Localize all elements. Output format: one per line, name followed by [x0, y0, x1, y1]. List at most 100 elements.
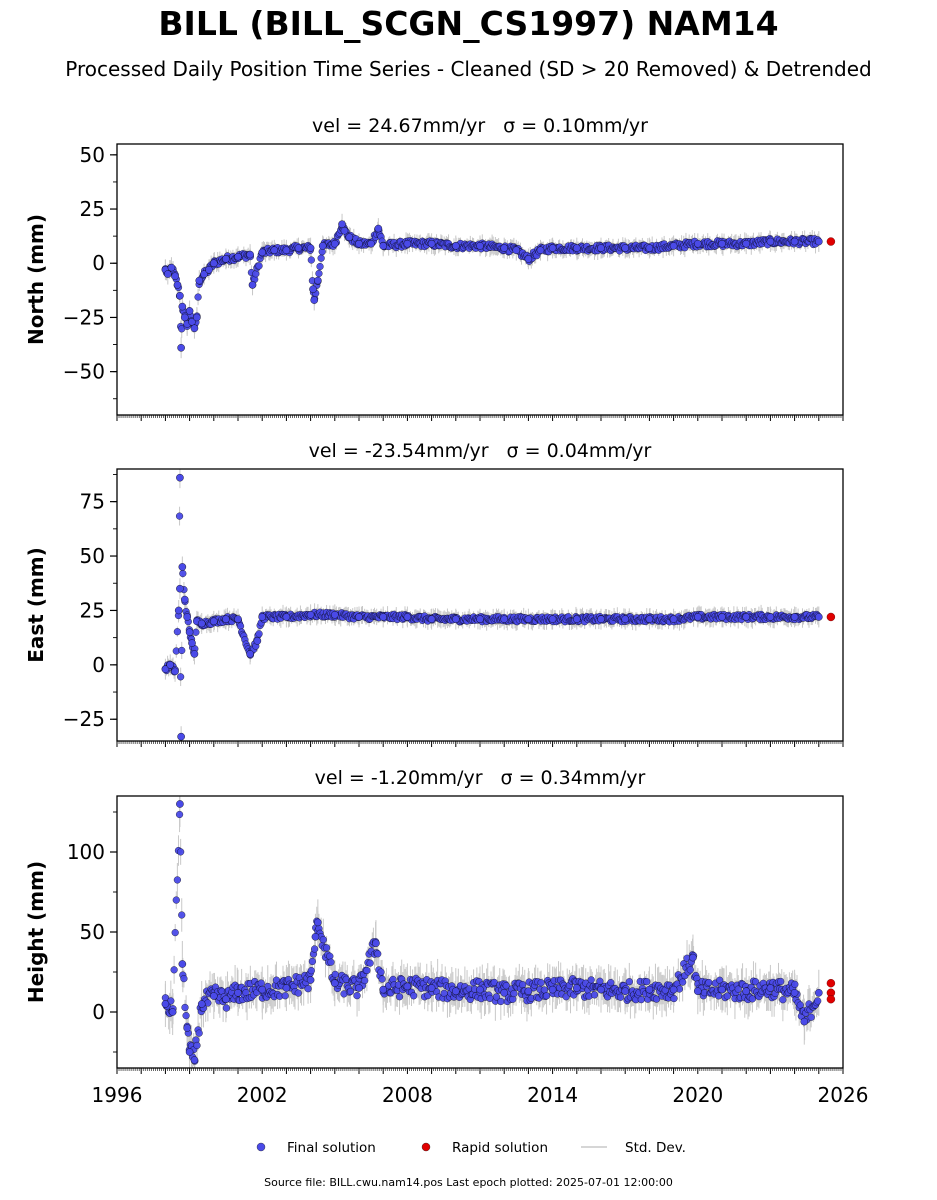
velocity-annotation-north: vel = 24.67mm/yr σ = 0.10mm/yr — [312, 115, 648, 137]
y-tick-label: 25 — [80, 598, 105, 622]
final-solution-point — [175, 810, 184, 819]
final-solution-point — [779, 996, 787, 1004]
final-solution-point — [355, 239, 363, 248]
final-solution-point — [253, 637, 262, 645]
final-solution-point — [379, 242, 388, 250]
final-solution-point — [718, 985, 726, 994]
final-solution-point — [314, 276, 322, 285]
final-solution-point — [669, 615, 678, 623]
final-solution-point — [310, 296, 319, 304]
final-solution-point — [815, 237, 823, 246]
final-solution-point — [209, 259, 218, 268]
final-solution-point — [395, 993, 404, 1001]
final-solution-point — [281, 992, 289, 1000]
final-solution-point — [403, 982, 412, 991]
final-solution-point — [200, 270, 208, 278]
final-solution-point — [178, 960, 187, 968]
final-solution-point — [403, 613, 412, 621]
final-solution-point — [177, 848, 185, 856]
final-solution-point — [176, 584, 184, 593]
y-tick-label: −25 — [63, 305, 105, 329]
final-solution-point — [451, 615, 460, 623]
final-solution-point — [597, 244, 605, 252]
final-solution-point — [294, 989, 302, 997]
velocity-value: vel = 24.67mm/yr — [312, 115, 485, 137]
final-solution-point — [330, 239, 339, 248]
y-tick-label: 50 — [80, 143, 105, 167]
final-solution-point — [178, 646, 186, 655]
final-solution-point — [815, 613, 823, 621]
final-solution-point — [492, 993, 501, 1001]
final-solution-point — [374, 950, 382, 958]
final-solution-point — [177, 673, 185, 681]
final-solution-point — [181, 1003, 189, 1012]
final-solution-point — [374, 224, 383, 233]
panel-north — [110, 143, 844, 421]
final-solution-point — [178, 563, 187, 571]
final-solution-point — [621, 244, 630, 252]
final-solution-point — [597, 985, 605, 994]
final-solution-point — [669, 242, 678, 250]
final-solution-point — [686, 966, 694, 974]
final-solution-point — [311, 945, 319, 953]
final-solution-point — [309, 285, 317, 294]
y-axis-label-east: East (mm) — [24, 547, 48, 663]
final-solution-point — [694, 613, 702, 621]
panel-frame-east — [116, 468, 844, 742]
final-solution-point — [500, 615, 509, 623]
final-solution-point — [197, 619, 206, 628]
final-solution-point — [180, 595, 189, 604]
final-solution-point — [587, 976, 595, 984]
velocity-value: vel = -23.54mm/yr — [309, 440, 489, 462]
final-solution-point — [171, 272, 179, 281]
final-solution-point — [177, 343, 185, 352]
final-solution-point — [331, 970, 339, 978]
final-solution-point — [548, 615, 557, 623]
final-solution-point — [270, 246, 279, 255]
final-solution-point — [814, 997, 822, 1005]
y-tick-label: 25 — [80, 197, 105, 221]
final-solution-point — [164, 270, 172, 278]
final-solution-point — [705, 978, 713, 987]
final-solution-point — [734, 985, 742, 993]
final-solution-point — [258, 248, 267, 257]
final-solution-point — [621, 987, 630, 996]
final-solution-point — [197, 1000, 206, 1008]
velocity-annotation-east: vel = -23.54mm/yr σ = 0.04mm/yr — [309, 440, 652, 462]
final-solution-point — [542, 992, 551, 1000]
final-solution-point — [607, 979, 615, 987]
final-solution-point — [637, 996, 645, 1004]
final-solution-point — [524, 615, 533, 623]
final-solution-point — [748, 995, 756, 1003]
final-solution-point — [476, 242, 484, 250]
final-solution-point — [718, 239, 726, 248]
y-tick-label: −25 — [63, 707, 105, 731]
final-solution-point — [378, 975, 386, 983]
final-solution-point — [246, 250, 254, 259]
final-solution-point — [177, 732, 185, 741]
final-solution-point — [790, 613, 799, 621]
final-solution-point — [248, 281, 257, 289]
final-solution-point — [308, 957, 316, 966]
final-solution-point — [807, 1013, 815, 1021]
final-solution-point — [652, 995, 661, 1003]
final-solution-point — [171, 929, 179, 937]
y-tick-label: 0 — [92, 653, 105, 677]
final-solution-point — [355, 984, 363, 992]
final-solution-point — [451, 987, 460, 996]
final-solution-point — [742, 987, 751, 996]
final-solution-point — [363, 966, 371, 975]
final-solution-point — [282, 613, 291, 621]
final-solution-point — [234, 989, 242, 997]
plot-area-east — [161, 469, 836, 741]
final-solution-point — [625, 978, 633, 986]
panel-frame-height — [116, 795, 844, 1069]
final-solution-point — [188, 639, 196, 647]
final-solution-point — [246, 650, 254, 658]
final-solution-point — [379, 613, 388, 621]
chart-title: BILL (BILL_SCGN_CS1997) NAM14 — [158, 4, 779, 43]
final-solution-point — [304, 985, 312, 993]
final-solution-point — [173, 281, 182, 289]
final-solution-point — [548, 985, 557, 994]
final-solution-point — [234, 615, 242, 623]
